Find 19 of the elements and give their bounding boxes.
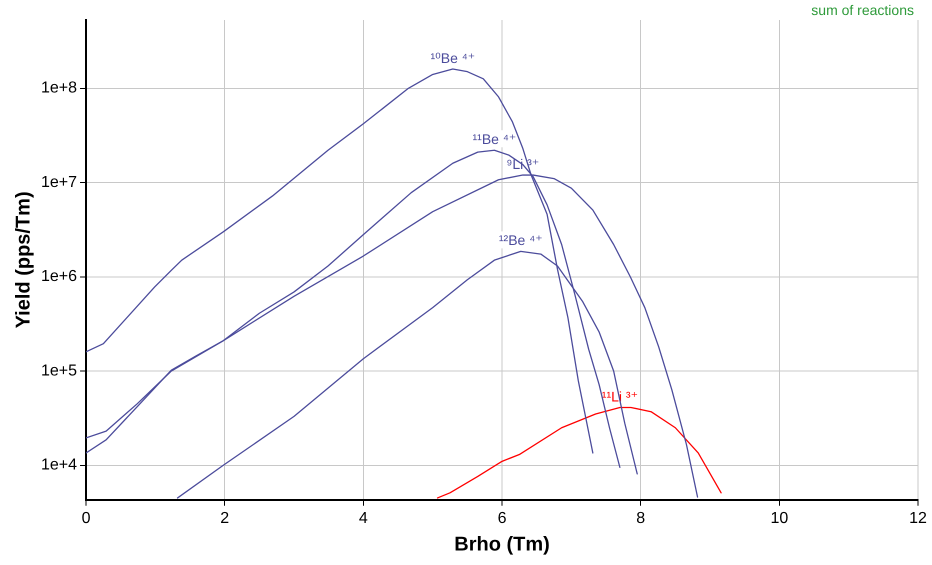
x-tick-label: 2 bbox=[220, 510, 230, 527]
x-tick-label: 12 bbox=[909, 510, 927, 527]
series-label: ⁹Li ³⁺ bbox=[506, 156, 540, 172]
x-axis-title: Brho (Tm) bbox=[454, 534, 550, 556]
x-tick-label: 6 bbox=[498, 510, 507, 527]
text: sum of reactions bbox=[811, 2, 914, 18]
series-label: ¹²Be ⁴⁺ bbox=[498, 232, 543, 248]
x-tick-label: 0 bbox=[82, 510, 91, 527]
x-tick-label: 4 bbox=[358, 510, 368, 527]
series-label: ¹⁰Be ⁴⁺ bbox=[430, 50, 476, 66]
y-tick-label: 1e+7 bbox=[40, 174, 78, 191]
x-tick-label: 10 bbox=[770, 510, 788, 527]
y-tick-label: 1e+4 bbox=[40, 456, 78, 474]
y-axis-title: Yield (pps/Tm) bbox=[12, 191, 35, 328]
y-tick-label: 1e+5 bbox=[40, 362, 78, 380]
x-tick-label: 8 bbox=[636, 510, 646, 527]
series-label: ¹¹Be ⁴⁺ bbox=[472, 131, 516, 148]
y-tick-label: 1e+8 bbox=[40, 80, 78, 97]
y-tick-label: 1e+6 bbox=[40, 268, 78, 286]
